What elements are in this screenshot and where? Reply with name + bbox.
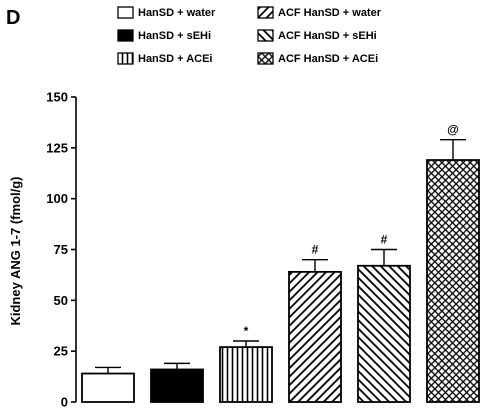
legend-label: ACF HanSD + sEHi <box>278 30 377 42</box>
y-tick-label: 75 <box>54 242 68 257</box>
y-axis-title: Kidney ANG 1-7 (fmol/g) <box>8 176 23 325</box>
bar <box>288 270 342 403</box>
legend-swatch <box>117 29 134 42</box>
legend-label: ACF HanSD + ACEi <box>278 53 378 65</box>
bar <box>150 368 204 403</box>
y-tick-label: 0 <box>61 395 68 410</box>
y-tick-label: 100 <box>46 191 68 206</box>
panel-label: D <box>6 7 20 29</box>
significance-label: # <box>381 233 388 247</box>
bar <box>81 372 135 403</box>
legend-swatch <box>257 6 274 19</box>
legend-label: HanSD + sEHi <box>138 30 211 42</box>
significance-label: # <box>312 243 319 257</box>
bar <box>219 346 273 403</box>
y-tick-label: 150 <box>46 90 68 105</box>
legend-swatch <box>257 29 274 42</box>
legend-swatch <box>117 52 134 65</box>
significance-label: * <box>244 324 249 338</box>
bars: * # # @ <box>81 123 480 403</box>
legend-label: ACF HanSD + water <box>278 7 382 19</box>
legend-swatch <box>117 6 134 19</box>
y-tick-label: 125 <box>46 140 68 155</box>
y-tick-label: 25 <box>54 344 68 359</box>
legend-label: HanSD + ACEi <box>138 53 212 65</box>
legend-label: HanSD + water <box>138 7 216 19</box>
y-tick-label: 50 <box>54 293 68 308</box>
significance-label: @ <box>447 123 459 137</box>
y-axis: 0 25 50 75 100 125 150 <box>46 90 77 410</box>
bar <box>357 264 411 403</box>
bar <box>426 159 480 403</box>
legend-swatch <box>257 52 274 65</box>
legend: HanSD + water HanSD + sEHi HanSD + ACEi ACF… <box>117 6 382 65</box>
